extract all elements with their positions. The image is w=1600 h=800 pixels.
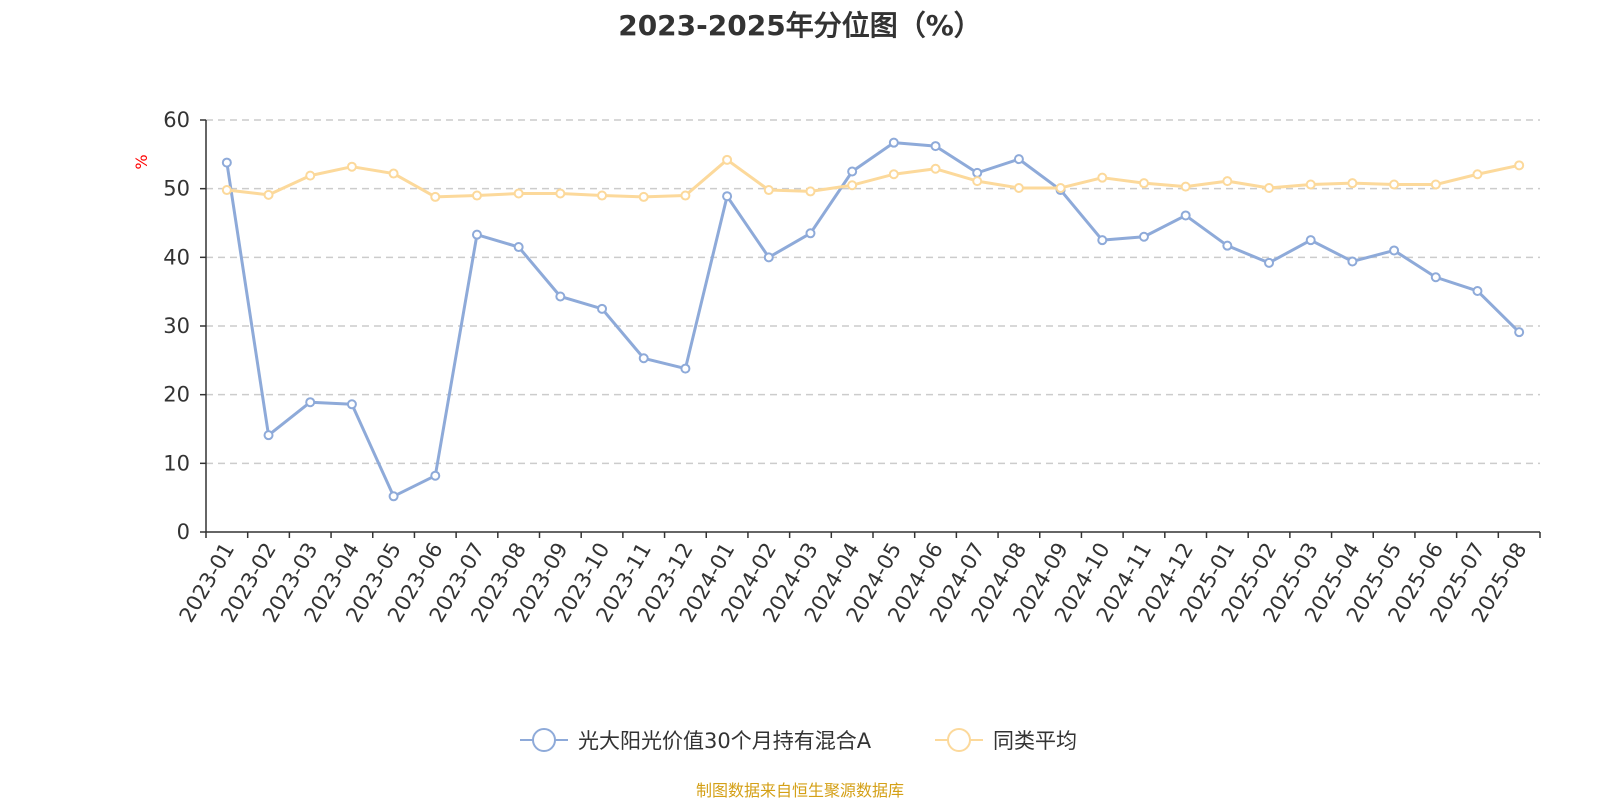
series-2-point — [722, 154, 733, 165]
series-1-point — [722, 191, 733, 202]
series-2-point — [1180, 181, 1191, 192]
series-1-point — [471, 229, 482, 240]
series-1-point — [221, 157, 232, 168]
y-tick-label: 10 — [163, 451, 190, 475]
series-2-point — [888, 169, 899, 180]
series-2-point — [847, 180, 858, 191]
series-2-point — [555, 188, 566, 199]
source-note: 制图数据来自恒生聚源数据库 — [695, 781, 904, 800]
series-1-point — [305, 397, 316, 408]
series-2-point — [972, 176, 983, 187]
y-axis-ticks: 0 10 20 30 40 50 60 — [163, 108, 206, 544]
series-1-point — [1138, 231, 1149, 242]
series-2-point — [263, 189, 274, 200]
series-2-point — [1430, 179, 1441, 190]
series-1-point — [1180, 210, 1191, 221]
series-1-point — [1472, 285, 1483, 296]
series-2-point — [1472, 169, 1483, 180]
series-2-point — [763, 185, 774, 196]
series-2-point — [471, 190, 482, 201]
series-1-point — [555, 291, 566, 302]
series-2-point — [221, 185, 232, 196]
series-1-point — [1222, 240, 1233, 251]
series-2-point — [805, 186, 816, 197]
legend-marker-1 — [532, 728, 556, 752]
series-2-point — [513, 188, 524, 199]
series-line-1 — [225, 141, 1521, 498]
series-1-point — [763, 252, 774, 263]
series-1-point — [1389, 245, 1400, 256]
y-unit-label: % — [132, 154, 151, 169]
y-tick-label: 20 — [163, 383, 190, 407]
legend[interactable]: 光大阳光价值30个月持有混合A 同类平均 — [520, 728, 1077, 753]
series-2-point — [597, 190, 608, 201]
series-2-point — [346, 161, 357, 172]
series-1-point — [430, 470, 441, 481]
series-1-point — [847, 166, 858, 177]
series-1-point — [597, 303, 608, 314]
series-2-point — [1514, 160, 1525, 171]
series-2-point — [388, 168, 399, 179]
series-2-point — [1013, 182, 1024, 193]
series-1-point — [805, 228, 816, 239]
series-1-point — [1013, 154, 1024, 165]
series-2-point — [1347, 178, 1358, 189]
x-axis-ticks: 2023-012023-022023-032023-042023-052023-… — [175, 532, 1541, 626]
series-2-point — [1138, 178, 1149, 189]
series-1-point — [638, 353, 649, 364]
series-1-point — [1097, 235, 1108, 246]
series-1-point — [388, 491, 399, 502]
y-tick-label: 40 — [163, 245, 190, 269]
y-tick-label: 50 — [163, 177, 190, 201]
series-1-point — [1514, 327, 1525, 338]
series-1-point — [263, 430, 274, 441]
y-tick-label: 60 — [163, 108, 190, 132]
series-2-point — [680, 190, 691, 201]
series-1-point — [346, 399, 357, 410]
series-1-point — [1347, 256, 1358, 267]
series-2-point — [638, 191, 649, 202]
series-1-point — [513, 242, 524, 253]
series-2-point — [1055, 182, 1066, 193]
series-2-point — [1305, 179, 1316, 190]
series-1-point — [888, 137, 899, 148]
series-2-point — [1097, 172, 1108, 183]
series-1-point — [972, 167, 983, 178]
series-group — [221, 137, 1525, 502]
series-1-point — [1305, 235, 1316, 246]
series-2-point — [1389, 179, 1400, 190]
series-line-2 — [226, 158, 1520, 199]
series-2-point — [430, 191, 441, 202]
series-1-point — [930, 141, 941, 152]
chart-title: 2023-2025年分位图（%） — [618, 9, 982, 42]
y-tick-label: 30 — [163, 314, 190, 338]
series-1-point — [680, 363, 691, 374]
legend-label-1: 光大阳光价值30个月持有混合A — [578, 729, 872, 753]
grid-lines — [206, 119, 1540, 465]
series-1-point — [1430, 272, 1441, 283]
series-2-point — [305, 170, 316, 181]
y-tick-label: 0 — [177, 520, 190, 544]
series-2-point — [1222, 176, 1233, 187]
series-2-point — [1264, 182, 1275, 193]
series-1-point — [1264, 257, 1275, 268]
legend-label-2: 同类平均 — [993, 729, 1077, 753]
series-2-point — [930, 163, 941, 174]
legend-marker-2 — [947, 728, 971, 752]
